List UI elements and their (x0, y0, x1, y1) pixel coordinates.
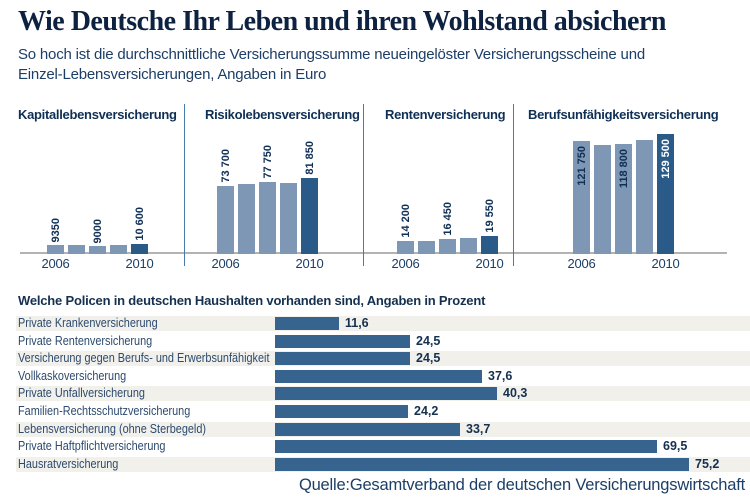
panel-title: Risikolebensversicherung (205, 107, 360, 122)
bar (301, 178, 318, 254)
panel-divider (184, 104, 185, 266)
bar-value-text: 129 500 (659, 139, 672, 179)
panel-title: Rentenversicherung (385, 107, 506, 122)
row-label: Lebensversicherung (ohne Sterbegeld) (18, 422, 207, 436)
row-label: Private Haftpflichtversicherung (18, 439, 166, 453)
bar (238, 184, 255, 254)
bar-value-label: 9000 (90, 219, 106, 243)
bar-value-text: 118 800 (617, 149, 630, 189)
panel-divider (363, 104, 364, 266)
bar-value-text: 10 600 (133, 207, 146, 241)
row-value: 69,5 (663, 439, 688, 453)
bar-value-label: 16 450 (440, 202, 456, 236)
page-subtitle: So hoch ist die durchschnittliche Versic… (18, 46, 645, 83)
panel-title: Kapitallebensversicherung (18, 107, 177, 122)
row-stripe (16, 316, 750, 331)
x-axis-year-label: 2010 (475, 256, 504, 271)
source-credit: Quelle:Gesamtverband der deutschen Versi… (298, 476, 745, 494)
bar (460, 238, 477, 254)
bar (131, 244, 148, 254)
bar-value-label: 9350 (48, 218, 64, 242)
bar-value-text: 19 550 (483, 199, 496, 233)
mini-charts-section: Kapitallebensversicherung 9350 9000 10 600 2… (0, 100, 750, 272)
row-value: 40,3 (503, 386, 528, 400)
row-bar (275, 352, 410, 365)
bar-value-text: 73 700 (219, 149, 232, 183)
row-bar (275, 370, 482, 383)
bar (594, 145, 611, 254)
bar (397, 241, 414, 254)
x-axis-year-label: 2006 (41, 256, 70, 271)
row-bar (275, 387, 497, 400)
x-axis-year-label: 2010 (295, 256, 324, 271)
panel-title: Berufsunfähigkeitsversicherung (528, 107, 719, 122)
row-label: Private Rentenversicherung (18, 334, 153, 348)
row-bar (275, 440, 657, 453)
x-axis-year-label: 2006 (391, 256, 420, 271)
bar (615, 144, 632, 254)
row-value: 24,2 (414, 404, 439, 418)
bar-value-text: 9350 (49, 217, 62, 242)
x-axis-year-label: 2006 (567, 256, 596, 271)
row-label: Familien-Rechtsschutzversicherung (18, 404, 191, 418)
row-value: 11,6 (345, 316, 369, 330)
household-chart-title: Welche Policen in deutschen Haushalten v… (18, 293, 486, 308)
bar-value-text: 9000 (91, 218, 104, 243)
bar-value-label: 121 750 (574, 146, 590, 186)
bar (439, 239, 456, 254)
bar (47, 245, 64, 254)
bar-value-label: 129 500 (658, 139, 674, 179)
row-value: 24,5 (416, 334, 441, 348)
bar-value-label: 118 800 (616, 149, 632, 188)
page-title: Wie Deutsche Ihr Leben und ihren Wohlsta… (18, 6, 666, 37)
bar (89, 246, 106, 254)
bar (418, 241, 435, 254)
row-label: Private Unfallversicherung (18, 386, 145, 400)
panel-divider (513, 104, 514, 266)
row-value: 37,6 (488, 369, 513, 383)
bar-value-text: 77 750 (261, 145, 274, 179)
bar (657, 134, 674, 254)
row-value: 24,5 (416, 351, 441, 365)
x-axis-year-label: 2006 (211, 256, 240, 271)
household-chart-section: Welche Policen in deutschen Haushalten v… (0, 288, 750, 478)
row-label: Private Krankenversicherung (18, 316, 158, 330)
bar-value-label: 77 750 (260, 145, 276, 179)
row-value: 75,2 (695, 457, 720, 471)
bar-value-text: 121 750 (575, 146, 588, 186)
bar (636, 140, 653, 254)
bar (217, 186, 234, 254)
bar-value-label: 10 600 (132, 207, 148, 241)
bar-value-text: 81 850 (303, 141, 316, 175)
row-bar (275, 423, 460, 436)
row-bar (275, 317, 339, 330)
row-value: 33,7 (466, 422, 491, 436)
bar-value-text: 14 200 (399, 204, 412, 238)
bar (573, 141, 590, 254)
row-label: Vollkaskoversicherung (18, 369, 127, 383)
bar-value-label: 14 200 (398, 204, 414, 238)
row-bar (275, 405, 408, 418)
x-axis-year-label: 2010 (125, 256, 154, 271)
bar-value-label: 73 700 (218, 149, 234, 183)
bar-value-label: 81 850 (302, 141, 318, 175)
bar-value-label: 19 550 (482, 199, 498, 233)
row-bar (275, 335, 410, 348)
axis-baseline (20, 252, 727, 254)
row-label: Versicherung gegen Berufs- und Erwerbsun… (18, 351, 270, 365)
row-label: Hausratversicherung (18, 457, 119, 471)
bar-value-text: 16 450 (441, 202, 454, 236)
bar (259, 182, 276, 254)
row-bar (275, 458, 689, 471)
bar (68, 245, 85, 254)
bar (110, 245, 127, 254)
x-axis-year-label: 2010 (651, 256, 680, 271)
header: Wie Deutsche Ihr Leben und ihren Wohlsta… (18, 6, 734, 85)
bar (280, 183, 297, 254)
bar (481, 236, 498, 254)
